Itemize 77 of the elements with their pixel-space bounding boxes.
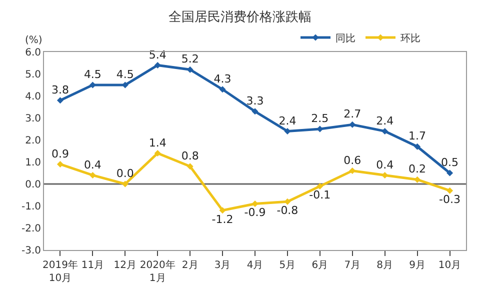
data-label: 0.9 <box>51 147 69 160</box>
data-label: 4.5 <box>116 68 134 82</box>
point <box>349 168 356 174</box>
data-label: 0.5 <box>441 156 459 170</box>
data-label: 0.0 <box>116 167 134 180</box>
legend-label: 同比 <box>336 32 356 44</box>
point <box>316 182 324 190</box>
point <box>382 172 388 178</box>
data-label: 2.4 <box>376 114 394 128</box>
data-label: -0.1 <box>309 188 331 202</box>
data-label: 4.3 <box>214 72 232 86</box>
point <box>382 128 388 134</box>
data-label: -0.3 <box>439 192 461 206</box>
point <box>56 97 64 104</box>
y-axis-title: (%) <box>25 35 42 46</box>
data-label: 2.7 <box>344 108 362 121</box>
point <box>316 126 324 132</box>
point <box>219 207 226 214</box>
data-label: 1.4 <box>148 136 166 150</box>
x-tick-label: 7月 <box>344 260 361 271</box>
y-tick-label: -3.0 <box>21 246 41 256</box>
point <box>56 160 64 168</box>
x-tick-label: 8月 <box>376 260 394 271</box>
x-tick-label: 11月 <box>81 260 104 271</box>
data-label: 4.5 <box>84 68 102 82</box>
x-tick-label: 6月 <box>312 260 328 271</box>
y-tick-label: -1.0 <box>21 202 41 212</box>
point <box>414 176 421 183</box>
data-label: 5.2 <box>181 52 199 66</box>
x-tick-label: 12月 <box>114 260 137 271</box>
data-label: -1.2 <box>212 212 234 226</box>
data-label: 0.2 <box>408 162 426 176</box>
y-tick-label: 4.0 <box>25 92 41 102</box>
point <box>284 128 291 134</box>
data-label: 3.3 <box>246 94 264 108</box>
point <box>252 108 258 115</box>
point <box>446 170 454 176</box>
point <box>122 180 128 188</box>
data-label: 0.4 <box>376 158 394 172</box>
chart-title: 全国居民消费价格涨跌幅 <box>168 10 312 26</box>
point <box>446 187 454 194</box>
x-tick-label: 9月 <box>409 260 426 271</box>
y-tick-label: 0.0 <box>25 180 41 190</box>
data-label: 1.7 <box>408 130 426 143</box>
x-tick-label: 2020年 1月 <box>140 259 176 284</box>
data-label: 0.4 <box>84 158 102 172</box>
data-label: 3.8 <box>51 84 69 97</box>
point <box>89 172 96 178</box>
point <box>284 198 291 205</box>
legend-label: 环比 <box>400 32 420 44</box>
y-tick-label: 1.0 <box>25 158 41 168</box>
point <box>89 82 96 88</box>
point <box>186 163 194 170</box>
x-tick-label: 3月 <box>214 260 231 271</box>
data-label: -0.9 <box>244 206 266 220</box>
x-tick-label: 10月 <box>438 260 462 271</box>
data-label: -0.8 <box>276 204 298 217</box>
y-tick-label: 6.0 <box>25 48 41 58</box>
data-label: 0.6 <box>344 154 362 167</box>
point <box>154 150 161 156</box>
y-tick-label: 3.0 <box>25 114 41 124</box>
x-tick-label: 4月 <box>246 260 264 271</box>
data-label: 0.8 <box>181 150 199 163</box>
x-tick-label: 5月 <box>279 260 296 271</box>
point <box>219 86 226 93</box>
x-tick-label: 2019年 10月 <box>42 259 78 284</box>
point <box>349 121 356 128</box>
point <box>414 143 421 150</box>
y-tick-label: 2.0 <box>25 136 41 146</box>
point <box>186 66 194 73</box>
data-label: 2.5 <box>311 112 329 126</box>
data-label: 2.4 <box>278 114 296 128</box>
x-tick-label: 2月 <box>182 260 198 271</box>
y-tick-label: -2.0 <box>21 224 41 234</box>
y-tick-label: 5.0 <box>25 70 41 80</box>
point <box>252 200 258 208</box>
point <box>154 62 161 68</box>
